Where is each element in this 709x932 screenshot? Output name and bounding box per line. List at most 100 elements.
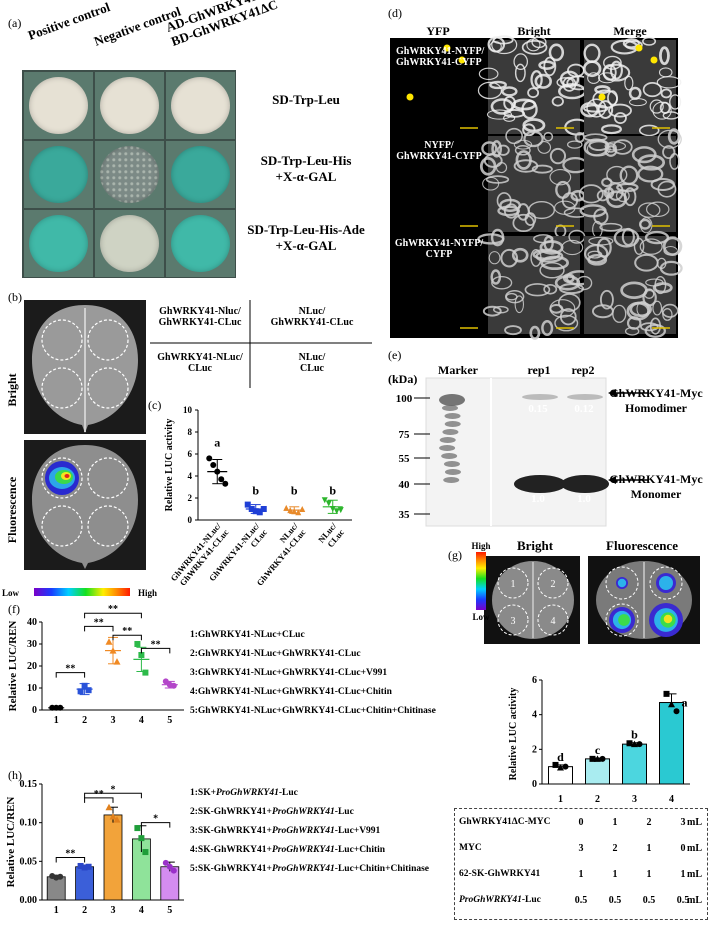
bifc-cell-outline <box>543 56 557 77</box>
g-point <box>589 755 596 762</box>
bifc-cell-outline <box>587 72 601 84</box>
h-legend-entry: 4:SK-GhWRKY41+ProGhWRKY41-Luc+Chitin <box>190 845 386 855</box>
g-sig-letter: c <box>595 743 601 757</box>
g-sig-letter: b <box>631 728 638 742</box>
g-point <box>636 741 643 748</box>
g-scale-high: High <box>471 541 490 551</box>
bifc-cell-outline <box>549 168 572 186</box>
bifc-cell-outline <box>489 80 507 90</box>
scale-high-label: High <box>138 588 157 598</box>
h-ylabel: Relative LUC/REN <box>5 797 17 888</box>
bifc-cell-outline <box>620 281 648 300</box>
bifc-row1-label: GhWRKY41-NYFP/ GhWRKY41-CYFP <box>396 46 485 68</box>
bifc-cell-outline <box>626 316 642 330</box>
yfp-signal <box>406 93 414 101</box>
h-sig-mark: ** <box>65 848 75 859</box>
bifc-cell-outline <box>578 184 604 204</box>
monomer-band-rep1 <box>514 475 566 493</box>
bifc-cell-outline <box>524 283 551 297</box>
bifc-cell-outline <box>624 75 634 91</box>
h-point <box>57 873 64 880</box>
g-table-cell: 2 <box>612 843 618 854</box>
bifc-cell-outline <box>637 202 661 218</box>
f-ytick-label: 40 <box>27 617 37 628</box>
bifc-cell-outline <box>541 320 554 337</box>
bifc-cell-outline <box>477 81 503 100</box>
c-point <box>329 506 336 512</box>
h-xtick-label: 3 <box>111 905 116 916</box>
marker-smear <box>443 461 460 467</box>
g-point <box>626 740 633 747</box>
lane-rep1: rep1 <box>527 363 550 377</box>
bifc-tile <box>392 40 484 134</box>
grid-b-3: GhWRKY41-NLuc/ CLuc <box>157 352 243 374</box>
panel-e-label: (e) <box>388 348 402 362</box>
f-xtick-label: 3 <box>111 715 116 726</box>
g-bright-circle <box>497 604 529 636</box>
c-point <box>295 509 302 516</box>
c-point <box>337 507 344 514</box>
g-point <box>663 690 670 697</box>
bifc-cell-outline <box>583 133 608 142</box>
f-ytick-label: 10 <box>27 683 37 694</box>
g-table-cell: 0 <box>680 843 686 854</box>
bifc-cell-outline <box>662 236 683 257</box>
bifc-row3-label: GhWRKY41-NYFP/ CYFP <box>394 238 484 260</box>
g-point <box>599 755 606 762</box>
h-point <box>138 835 145 842</box>
yeast-cell-r2-negative <box>95 141 164 208</box>
bifc-cell-outline <box>579 204 607 218</box>
fluorescence-circles <box>41 457 129 547</box>
bifc-cell-outline <box>591 304 614 319</box>
panel-b-label: (b) <box>8 290 22 304</box>
g-table-cell: 0.5 <box>642 895 656 906</box>
g-table-cell: 1 <box>612 817 618 828</box>
marker-smear <box>444 413 461 419</box>
bifc-cell-outline <box>602 63 631 82</box>
panel-f-label: (f) <box>8 602 20 616</box>
bifc-cell-outline <box>629 301 652 318</box>
g-table-row-label: MYC <box>459 843 482 853</box>
header-merge: Merge <box>613 24 647 38</box>
g-table-cell: 1 <box>646 843 652 854</box>
g-point <box>557 764 564 771</box>
homodimer-value-rep1: 0.15 <box>528 403 548 415</box>
yeast-spot <box>171 215 230 272</box>
bifc-cell-outline <box>637 154 666 171</box>
c-sig-letter: b <box>329 484 336 498</box>
c-ytick-label: 4 <box>188 471 193 481</box>
bifc-cell-outline <box>549 147 567 165</box>
bifc-cell-outline <box>491 140 503 158</box>
c-ytick-label: 6 <box>188 449 193 459</box>
h-sig-bracket <box>84 792 142 799</box>
bifc-cell-outline <box>624 40 643 50</box>
g-table-cell: 0.5 <box>574 895 588 906</box>
g-circle-label: 3 <box>511 616 516 627</box>
homodimer-value-rep2: 0.12 <box>574 403 594 415</box>
grid-b-2: NLuc/ GhWRKY41-CLuc <box>270 306 354 328</box>
g-table-unit: mL <box>687 817 702 828</box>
f-point <box>77 688 84 695</box>
f-sig-mark: ** <box>108 604 118 615</box>
c-point <box>206 455 213 462</box>
g-xtick-label: 3 <box>632 794 637 805</box>
bifc-cell-outline <box>496 192 512 210</box>
kda-label: (kDa) <box>388 372 418 386</box>
g-ytick-label: 0 <box>532 779 537 790</box>
f-point <box>162 678 169 685</box>
bifc-cell-outline <box>513 53 529 71</box>
homodimer-band-rep1 <box>522 394 558 400</box>
bifc-cell-outline <box>657 129 682 149</box>
yeast-spot <box>171 77 230 134</box>
g-fluor-signal <box>659 576 673 590</box>
g-sig-letter: d <box>557 750 564 764</box>
bifc-cell-outline <box>556 77 574 88</box>
yfp-signal <box>443 44 451 52</box>
bifc-cell-outline <box>482 176 500 191</box>
f-legend-entry: 1:GhWRKY41-NLuc+CLuc <box>190 630 305 640</box>
g-fluor-signal <box>618 614 630 626</box>
yeast-cell-r1-positive <box>24 72 93 139</box>
h-legend-entry: 3:SK-GhWRKY41+ProGhWRKY41-Luc+V991 <box>190 826 381 836</box>
